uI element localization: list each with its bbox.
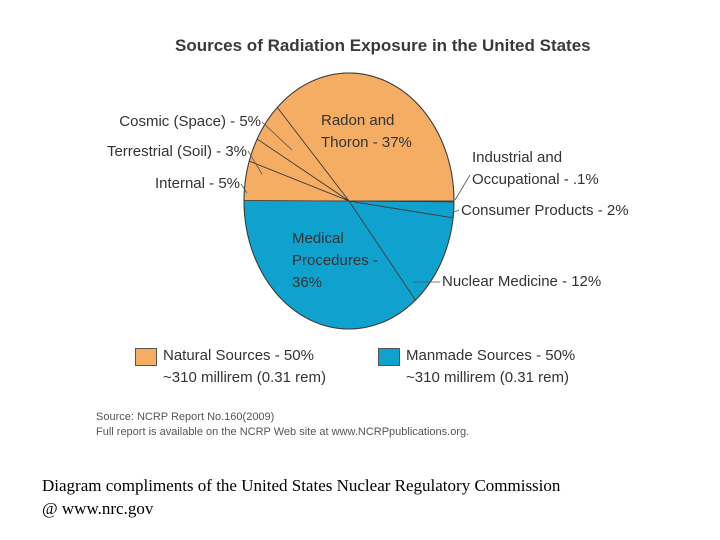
chart-title: Sources of Radiation Exposure in the Uni… — [175, 36, 591, 55]
label-cosmic: Cosmic (Space) - 5% — [119, 113, 261, 130]
legend-natural: Natural Sources - 50% ~310 millirem (0.3… — [163, 347, 326, 386]
label-medical: Medical Procedures - 36% — [292, 230, 378, 291]
leader-terrestrial — [247, 150, 263, 175]
label-nuclear-medicine: Nuclear Medicine - 12% — [442, 273, 602, 290]
leader-internal — [240, 183, 248, 194]
legend-swatch-natural — [135, 348, 157, 366]
label-internal: Internal - 5% — [154, 175, 240, 192]
credit-text: Diagram compliments of the United States… — [42, 476, 561, 518]
legend-manmade: Manmade Sources - 50% ~310 millirem (0.3… — [406, 347, 576, 386]
pie-outline — [243, 72, 455, 330]
label-radon: Radon and Thoron - 37% — [321, 112, 412, 151]
leader-industrial — [454, 174, 471, 201]
leader-consumer — [451, 209, 460, 214]
leader-cosmic — [261, 121, 293, 151]
label-terrestrial: Terrestrial (Soil) - 3% — [106, 143, 247, 160]
source-note: Source: NCRP Report No.160(2009) Full re… — [96, 411, 470, 438]
label-consumer: Consumer Products - 2% — [461, 202, 629, 219]
label-industrial: Industrial and Occupational - .1% — [472, 149, 599, 188]
legend-swatch-manmade — [378, 348, 400, 366]
